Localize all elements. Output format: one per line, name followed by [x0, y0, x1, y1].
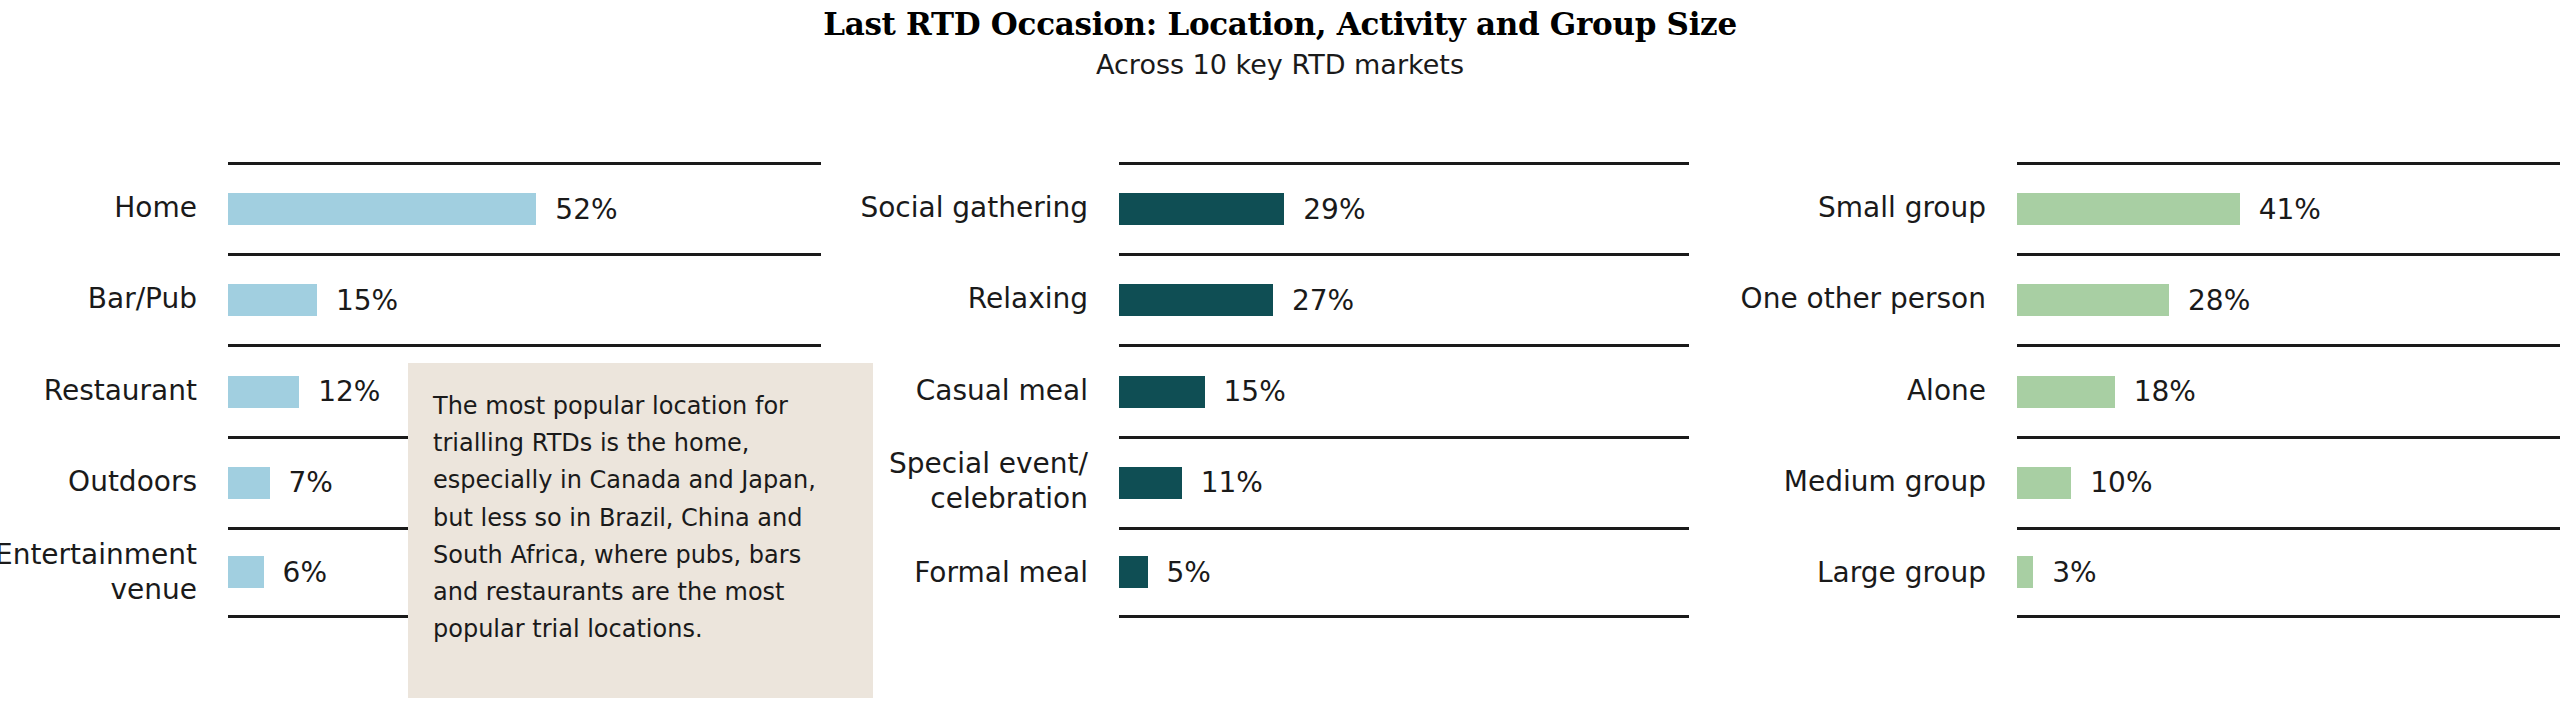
row-plot: 15% [1119, 344, 1689, 435]
row-plot: 28% [2017, 253, 2560, 344]
bar [228, 556, 264, 588]
bar [1119, 376, 1205, 408]
row-plot: 10% [2017, 436, 2560, 527]
chart-row: One other person 28% [1690, 253, 2560, 344]
category-label: Outdoors [0, 436, 228, 527]
chart-row: Alone 18% [1690, 344, 2560, 435]
chart-row: Large group 3% [1690, 527, 2560, 618]
group-size-bar-chart: Small group 41% One other person 28% Alone 18… [1690, 162, 2560, 618]
bar [1119, 556, 1148, 588]
bar [2017, 284, 2169, 316]
category-label: Restaurant [0, 344, 228, 435]
value-label: 18% [2134, 375, 2196, 408]
chart-row: Home 52% [0, 162, 821, 253]
chart-row: Casual meal 15% [850, 344, 1689, 435]
value-label: 29% [1303, 193, 1365, 226]
category-label: Special event/ celebration [850, 436, 1119, 527]
value-label: 15% [1224, 375, 1286, 408]
activity-bar-chart: Social gathering 29% Relaxing 27% Casual mea… [850, 162, 1689, 618]
value-label: 11% [1201, 466, 1263, 499]
infographic-canvas: Last RTD Occasion: Location, Activity an… [0, 0, 2560, 723]
bar [228, 284, 317, 316]
value-label: 28% [2188, 284, 2250, 317]
bar [1119, 193, 1284, 225]
row-plot: 41% [2017, 162, 2560, 253]
chart-row: Formal meal 5% [850, 527, 1689, 618]
row-plot: 52% [228, 162, 821, 253]
bar [228, 193, 536, 225]
bar [2017, 193, 2240, 225]
row-plot: 3% [2017, 527, 2560, 618]
bar [2017, 467, 2071, 499]
category-label: Social gathering [850, 162, 1119, 253]
bar [1119, 284, 1273, 316]
row-plot: 29% [1119, 162, 1689, 253]
bar [2017, 376, 2115, 408]
category-label: Large group [1690, 527, 2017, 618]
value-label: 52% [555, 193, 617, 226]
page-title: Last RTD Occasion: Location, Activity an… [0, 6, 2560, 42]
value-label: 12% [318, 375, 380, 408]
value-label: 27% [1292, 284, 1354, 317]
value-label: 5% [1167, 556, 1211, 589]
category-label: Entertainment venue [0, 527, 228, 618]
chart-row: Bar/Pub 15% [0, 253, 821, 344]
category-label: Bar/Pub [0, 253, 228, 344]
bar [228, 467, 270, 499]
row-plot: 11% [1119, 436, 1689, 527]
annotation-text: The most popular location for trialling … [433, 388, 848, 648]
row-plot: 27% [1119, 253, 1689, 344]
row-plot: 15% [228, 253, 821, 344]
bar [1119, 467, 1182, 499]
value-label: 15% [336, 284, 398, 317]
bar [2017, 556, 2033, 588]
chart-row: Small group 41% [1690, 162, 2560, 253]
category-label: Medium group [1690, 436, 2017, 527]
category-label: Small group [1690, 162, 2017, 253]
value-label: 41% [2259, 193, 2321, 226]
row-plot: 5% [1119, 527, 1689, 618]
chart-header: Last RTD Occasion: Location, Activity an… [0, 6, 2560, 80]
category-label: One other person [1690, 253, 2017, 344]
bar [228, 376, 299, 408]
category-label: Alone [1690, 344, 2017, 435]
chart-row: Medium group 10% [1690, 436, 2560, 527]
page-subtitle: Across 10 key RTD markets [0, 49, 2560, 80]
chart-row: Social gathering 29% [850, 162, 1689, 253]
annotation-box: The most popular location for trialling … [408, 363, 873, 698]
chart-row: Special event/ celebration 11% [850, 436, 1689, 527]
chart-row: Relaxing 27% [850, 253, 1689, 344]
value-label: 3% [2052, 556, 2096, 589]
value-label: 10% [2090, 466, 2152, 499]
row-plot: 18% [2017, 344, 2560, 435]
category-label: Casual meal [850, 344, 1119, 435]
category-label: Home [0, 162, 228, 253]
value-label: 6% [283, 556, 327, 589]
value-label: 7% [289, 466, 333, 499]
category-label: Relaxing [850, 253, 1119, 344]
category-label: Formal meal [850, 527, 1119, 618]
